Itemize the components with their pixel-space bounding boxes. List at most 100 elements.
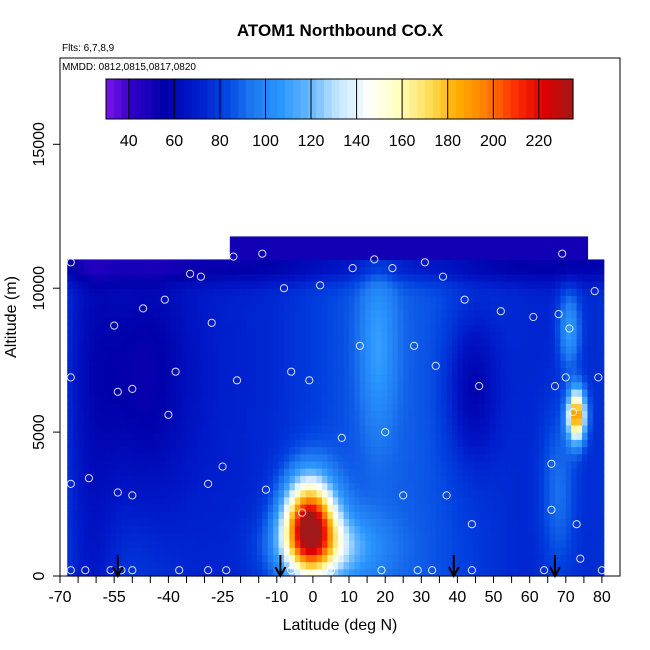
heat-cell (533, 446, 540, 455)
heat-cell (441, 396, 448, 404)
heat-cell (359, 281, 366, 289)
heat-cell (435, 317, 442, 325)
heat-cell (153, 295, 160, 304)
heat-cell (592, 403, 599, 412)
heat-cell (240, 439, 247, 448)
heat-cell (392, 381, 399, 390)
heat-cell (191, 424, 198, 433)
heat-cell (338, 309, 345, 318)
heat-cell (83, 568, 90, 577)
heat-cell (224, 432, 231, 440)
heat-cell (72, 345, 79, 354)
heat-cell (489, 331, 496, 340)
heat-cell (549, 259, 556, 268)
heat-cell (517, 259, 524, 268)
heat-cell (311, 475, 318, 484)
sample-point (298, 508, 307, 517)
heat-cell (175, 317, 182, 325)
heat-cell (511, 324, 518, 332)
heat-cell (446, 568, 453, 577)
heat-cell (294, 532, 301, 541)
heat-cell (430, 317, 437, 325)
heat-cell (240, 259, 247, 268)
heat-cell (376, 374, 383, 383)
heat-cell (316, 259, 323, 268)
heat-cell (300, 381, 307, 390)
heat-cell (305, 338, 312, 347)
heat-cell (549, 496, 556, 505)
heat-cell (424, 403, 431, 412)
heat-cell (408, 281, 415, 289)
heat-cell (137, 317, 144, 325)
heat-cell (489, 511, 496, 520)
heat-cell (229, 446, 236, 455)
heat-cell (500, 236, 507, 261)
heat-cell (175, 554, 182, 563)
heat-cell (186, 317, 193, 325)
heat-cell (208, 460, 215, 469)
heat-cell (191, 309, 198, 318)
heat-cell (484, 367, 491, 376)
heat-cell (137, 568, 144, 577)
heat-cell (424, 453, 431, 462)
heat-cell (522, 302, 529, 311)
heat-cell (571, 403, 578, 412)
sample-point (279, 284, 289, 293)
heat-cell (246, 259, 253, 268)
heat-cell (88, 345, 95, 354)
heat-cell (522, 396, 529, 404)
heat-cell (235, 309, 242, 318)
heat-cell (560, 518, 567, 527)
heat-cell (349, 554, 356, 563)
heat-cell (376, 338, 383, 347)
heat-cell (517, 432, 524, 440)
colorbar-segment (432, 79, 442, 119)
heat-cell (181, 338, 188, 347)
heat-cell (343, 352, 350, 361)
heat-cell (235, 374, 242, 383)
heat-cell (294, 540, 301, 548)
heat-cell (321, 396, 328, 404)
heat-cell (99, 561, 106, 570)
heat-cell (218, 352, 225, 361)
sample-point (316, 281, 325, 290)
heat-cell (126, 460, 133, 469)
heat-cell (376, 525, 383, 534)
heat-cell (376, 468, 383, 476)
heat-cell (186, 288, 193, 297)
heat-cell (186, 410, 193, 419)
heat-cell (462, 496, 469, 505)
heat-cell (544, 352, 551, 361)
heat-cell (132, 554, 139, 563)
heat-cell (191, 374, 198, 383)
heat-cell (251, 295, 258, 304)
heat-cell (457, 410, 464, 419)
heat-cell (153, 410, 160, 419)
heat-cell (88, 489, 95, 498)
heat-cell (72, 489, 79, 498)
heat-cell (110, 381, 117, 390)
sample-point (196, 272, 205, 281)
heat-cell (560, 273, 567, 282)
heat-cell (522, 489, 529, 498)
heat-cell (170, 554, 177, 563)
heat-cell (235, 281, 242, 289)
heat-cell (565, 568, 572, 577)
heat-cell (506, 396, 513, 404)
heat-cell (321, 331, 328, 340)
heat-cell (316, 554, 323, 563)
heat-cell (218, 540, 225, 548)
heat-cell (473, 468, 480, 476)
heat-cell (311, 482, 318, 491)
heat-cell (132, 388, 139, 397)
heat-cell (143, 259, 150, 268)
heat-cell (311, 309, 318, 318)
heat-cell (414, 236, 421, 261)
heat-cell (506, 317, 513, 325)
heat-cell (224, 273, 231, 282)
heat-cell (582, 360, 589, 368)
heat-cell (462, 475, 469, 484)
sample-point (460, 295, 469, 304)
heat-cell (446, 475, 453, 484)
heat-cell (419, 396, 426, 404)
